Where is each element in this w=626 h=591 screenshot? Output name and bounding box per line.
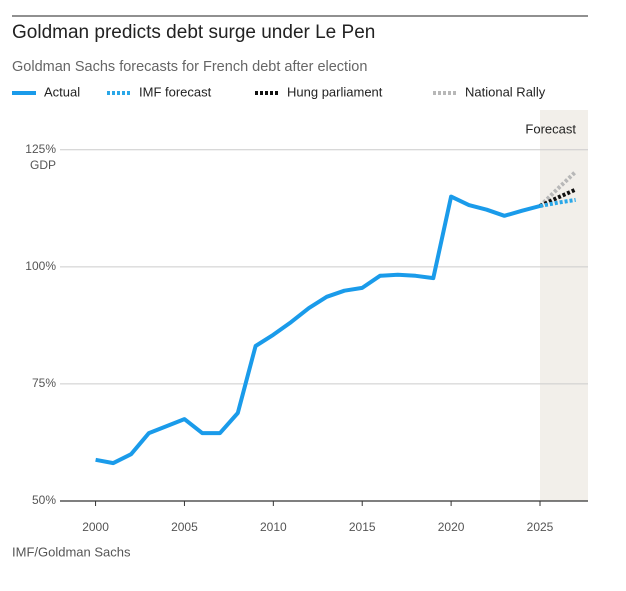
x-tick-label: 2025 xyxy=(527,520,554,534)
forecast-label: Forecast xyxy=(525,121,576,136)
x-tick-label: 2005 xyxy=(171,520,198,534)
x-tick-label: 2015 xyxy=(349,520,376,534)
x-tick-label: 2010 xyxy=(260,520,287,534)
series-line xyxy=(538,170,577,208)
y-tick-label: 100% xyxy=(25,259,56,273)
y-unit-label: GDP xyxy=(30,158,56,172)
legend-label: IMF forecast xyxy=(139,84,212,99)
legend-label: National Rally xyxy=(465,84,546,99)
chart-title: Goldman predicts debt surge under Le Pen xyxy=(12,22,375,43)
y-tick-label: 75% xyxy=(32,376,56,390)
series-line xyxy=(539,197,576,208)
series-line xyxy=(95,194,541,466)
chart-subtitle: Goldman Sachs forecasts for French debt … xyxy=(12,59,367,75)
source: IMF/Goldman Sachs xyxy=(12,544,131,559)
legend-label: Hung parliament xyxy=(287,84,383,99)
legend-label: Actual xyxy=(44,84,80,99)
x-tick-label: 2000 xyxy=(82,520,109,534)
y-tick-label: 50% xyxy=(32,493,56,507)
y-tick-label: 125% xyxy=(25,142,56,156)
forecast-band xyxy=(540,110,588,501)
x-tick-label: 2020 xyxy=(438,520,465,534)
